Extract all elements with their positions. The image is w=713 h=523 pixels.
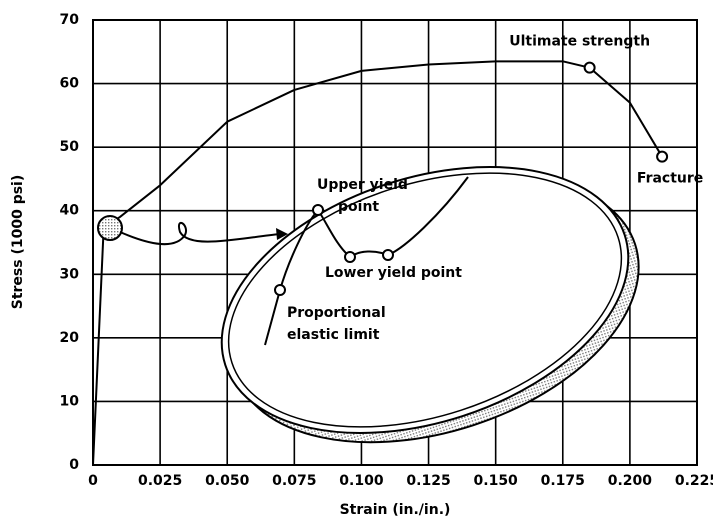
x-tick-label: 0.100 (339, 473, 384, 489)
arrow-head (276, 228, 288, 240)
inset-label: point (338, 199, 379, 215)
inset-point (312, 204, 324, 216)
y-tick-label: 0 (69, 457, 79, 473)
x-axis-label: Strain (in./in.) (340, 502, 451, 518)
y-tick-label: 30 (60, 266, 80, 282)
y-tick-label: 40 (60, 203, 80, 219)
x-tick-label: 0.200 (608, 473, 653, 489)
point-marker (656, 150, 669, 163)
inset-label: Upper yield (317, 177, 408, 193)
inset-point (274, 284, 286, 296)
inset-label: Proportional (287, 305, 386, 321)
y-tick-label: 20 (60, 330, 80, 346)
x-tick-label: 0 (88, 473, 98, 489)
inset-arrow (119, 221, 281, 246)
x-tick-label: 0.050 (205, 473, 250, 489)
x-tick-label: 0.150 (474, 473, 519, 489)
inset (220, 166, 640, 444)
inset-point (344, 251, 356, 263)
x-tick-label: 0.075 (272, 473, 316, 489)
inset-label: elastic limit (287, 327, 380, 343)
point-label: Fracture (637, 171, 703, 187)
y-tick-label: 60 (60, 76, 80, 92)
x-tick-label: 0.125 (406, 473, 450, 489)
magnifier-circle (97, 215, 123, 241)
plot-frame (92, 19, 698, 466)
inset-point (382, 249, 394, 261)
x-tick-label: 0.025 (138, 473, 182, 489)
x-tick-label: 0.175 (541, 473, 585, 489)
x-tick-label: 0.225 (675, 473, 713, 489)
point-marker (583, 61, 596, 74)
point-label: Ultimate strength (509, 34, 650, 50)
y-axis-label: Stress (1000 psi) (10, 175, 26, 310)
y-tick-label: 70 (60, 12, 80, 28)
y-tick-label: 50 (60, 139, 80, 155)
y-tick-label: 10 (60, 393, 80, 409)
inset-label: Lower yield point (325, 265, 462, 281)
